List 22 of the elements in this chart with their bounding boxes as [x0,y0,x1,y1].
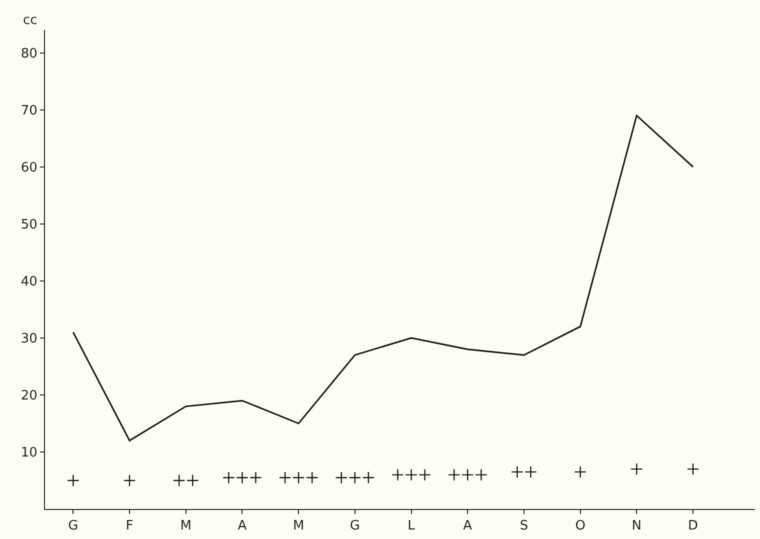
x-tick-label: G [68,518,78,534]
x-tick-label: N [632,518,642,534]
y-tick-label: 10 [20,446,38,461]
x-tick-label: A [463,518,472,534]
x-tick-label: L [408,518,416,534]
y-tick-label: 80 [20,46,38,62]
y-tick-label: 30 [20,331,38,346]
y-tick-label: 50 [20,217,38,232]
x-tick-label: O [575,518,586,534]
x-tick-label: S [520,518,528,534]
x-tick-label: G [350,518,360,534]
x-tick-label: D [688,518,698,534]
y-tick-label: 70 [20,103,38,118]
x-tick-label: M [180,518,192,534]
y-axis-title: cc [23,13,38,28]
y-tick-label: 20 [20,388,38,404]
y-tick-label: 40 [20,274,38,290]
x-tick-label: F [126,518,134,534]
x-tick-label: A [238,518,247,534]
line-series [72,114,694,442]
y-tick-label: 60 [20,160,38,176]
x-tick-label: M [292,518,304,534]
